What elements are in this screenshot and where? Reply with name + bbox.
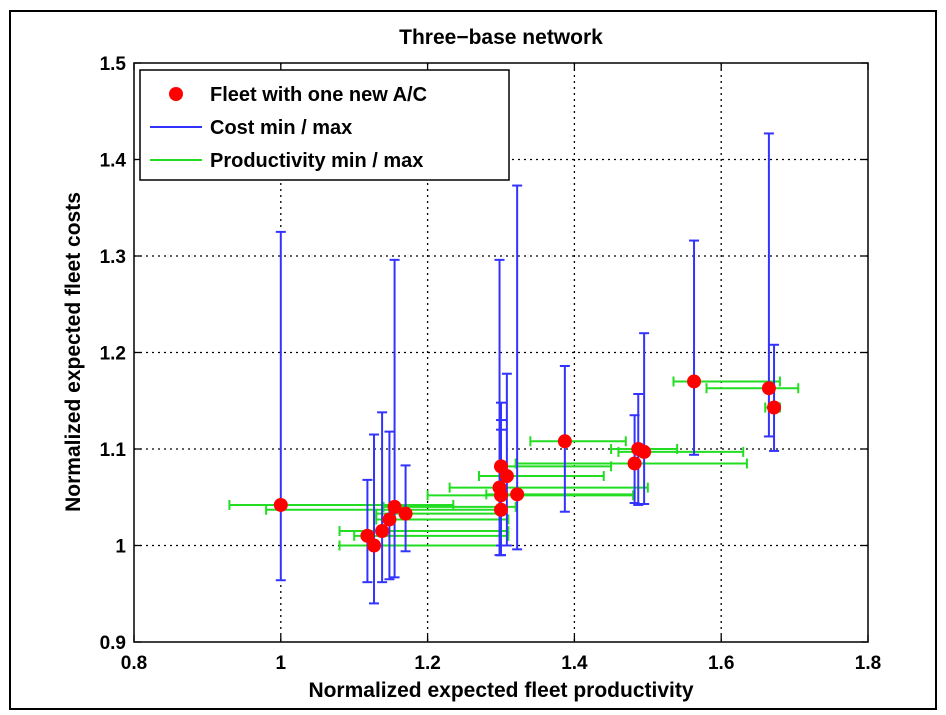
legend-label-fleet: Fleet with one new A/C [210, 84, 427, 106]
y-tick-label: 1.2 [100, 344, 126, 365]
y-tick-label: 1.5 [100, 54, 127, 75]
y-tick-label: 1.1 [100, 440, 127, 461]
data-point [367, 538, 382, 553]
legend-box [139, 69, 510, 181]
x-tick-label: 1.6 [708, 653, 734, 674]
data-point [499, 469, 514, 484]
data-point [375, 524, 390, 539]
x-axis-label: Normalized expected fleet productivity [308, 679, 693, 702]
legend-marker-fleet [169, 87, 183, 101]
data-point [557, 434, 572, 449]
x-tick-label: 1.8 [855, 653, 881, 674]
data-point [767, 400, 782, 415]
chart-title: Three−base network [399, 26, 603, 49]
data-point [494, 488, 508, 503]
data-marks [228, 132, 800, 605]
data-point [494, 502, 508, 517]
y-tick-label: 1.3 [100, 247, 126, 268]
data-point [761, 381, 776, 396]
y-tick-label: 1.4 [100, 151, 127, 172]
data-point [510, 487, 525, 502]
data-point [387, 499, 402, 514]
x-tick-label: 0.8 [121, 653, 147, 674]
y-axis-ticks: 0.9 1 1.1 1.2 1.3 1.4 1.5 [100, 54, 868, 654]
data-point [627, 456, 642, 471]
y-tick-label: 1 [115, 537, 126, 558]
data-point [398, 506, 413, 521]
legend-label-productivity: Productivity min / max [210, 150, 423, 172]
data-point [382, 512, 397, 527]
legend: Fleet with one new A/C Cost min / max Pr… [139, 69, 510, 181]
x-tick-label: 1.2 [414, 653, 440, 674]
data-point [637, 444, 652, 459]
legend-label-cost: Cost min / max [210, 117, 352, 139]
y-axis-label: Normalized expected fleet costs [62, 192, 85, 512]
x-tick-label: 1.4 [561, 653, 588, 674]
y-tick-label: 0.9 [100, 633, 126, 654]
data-point [273, 497, 288, 512]
x-tick-label: 1 [276, 653, 287, 674]
x-axis-ticks: 0.8 1 1.2 1.4 1.6 1.8 [121, 63, 881, 674]
data-point [687, 374, 702, 389]
